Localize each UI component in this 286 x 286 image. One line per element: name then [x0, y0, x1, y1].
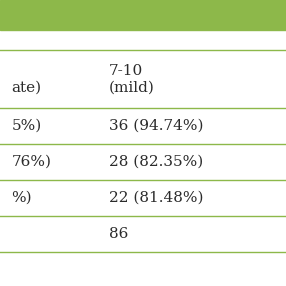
Text: (mild): (mild)	[109, 80, 154, 94]
Text: 28 (82.35%): 28 (82.35%)	[109, 155, 203, 169]
Text: 7-10: 7-10	[109, 63, 143, 78]
Bar	[0, 0, 286, 30]
Text: 22 (81.48%): 22 (81.48%)	[109, 191, 203, 205]
Text: 86: 86	[109, 227, 128, 241]
Text: %): %)	[11, 191, 32, 205]
Text: 36 (94.74%): 36 (94.74%)	[109, 119, 203, 133]
Text: 76%): 76%)	[11, 155, 51, 169]
Text: 5%): 5%)	[11, 119, 42, 133]
Text: ate): ate)	[11, 80, 41, 94]
